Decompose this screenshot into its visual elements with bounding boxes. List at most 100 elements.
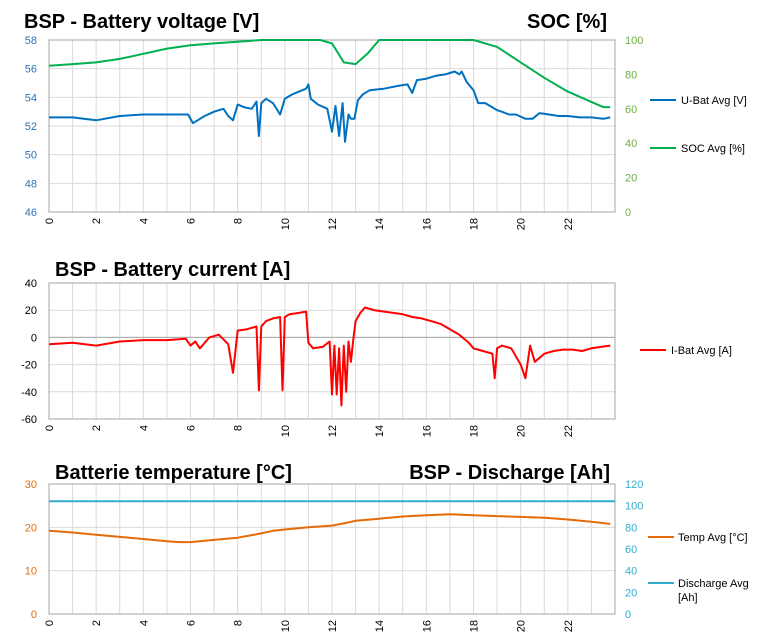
voltage-y2-tick-label: 0 <box>625 207 631 219</box>
discharge-chart-title: BSP - Discharge [Ah] <box>409 462 610 484</box>
voltage-x-tick-label: 0 <box>44 218 56 224</box>
voltage-x-tick-label: 2 <box>91 218 103 224</box>
current-x-tick-label: 4 <box>138 425 150 431</box>
battery-temperature-chart: Batterie temperature [°C] BSP - Discharg… <box>25 462 749 632</box>
current-y-tick-label: 40 <box>25 278 37 290</box>
current-x-tick-label: 18 <box>469 425 481 437</box>
temperature-y-tick-label: 30 <box>25 479 37 491</box>
voltage-x-tick-label: 8 <box>233 218 245 224</box>
current-chart-title: BSP - Battery current [A] <box>55 259 290 281</box>
current-series-line-0 <box>48 306 611 407</box>
current-x-tick-label: 14 <box>374 425 386 437</box>
current-y-tick-label: 20 <box>25 305 37 317</box>
temperature-y-tick-label: 0 <box>31 609 37 621</box>
voltage-series-line-1 <box>48 39 611 109</box>
temperature-y-tick-label: 20 <box>25 522 37 534</box>
soc-y-axis: 0 20 40 60 80 100 <box>625 35 643 219</box>
battery-current-chart: BSP - Battery current [A] -60 -40 -20 0 20 40… <box>21 259 732 437</box>
current-x-tick-label: 22 <box>563 425 575 437</box>
current-chart-series <box>48 306 611 407</box>
voltage-x-tick-label: 6 <box>186 218 198 224</box>
voltage-x-tick-label: 16 <box>421 218 433 230</box>
voltage-x-tick-label: 10 <box>280 218 292 230</box>
temperature-x-tick-label: 14 <box>374 620 386 632</box>
temperature-x-axis: 0 2 4 6 8 10 12 14 16 18 20 22 <box>44 620 575 632</box>
legend-label-soc: SOC Avg [%] <box>681 143 745 155</box>
voltage-series-line-0 <box>49 70 611 143</box>
current-x-axis: 0 2 4 6 8 10 12 14 16 18 20 22 <box>44 425 575 437</box>
battery-voltage-chart: BSP - Battery voltage [V] SOC [%] 464850… <box>24 11 747 230</box>
current-x-tick-label: 20 <box>516 425 528 437</box>
voltage-y-tick-label: 50 <box>25 150 37 162</box>
voltage-plot-area <box>48 39 616 213</box>
voltage-x-tick-label: 20 <box>516 218 528 230</box>
discharge-y-axis: 0 20 40 60 80 100 120 <box>625 479 643 621</box>
temperature-y2-tick-label: 20 <box>625 587 637 599</box>
temperature-y2-tick-label: 0 <box>625 609 631 621</box>
voltage-x-tick-label: 12 <box>327 218 339 230</box>
current-x-tick-label: 6 <box>186 425 198 431</box>
current-x-tick-label: 10 <box>280 425 292 437</box>
voltage-y2-tick-label: 60 <box>625 104 637 116</box>
current-y-tick-label: -60 <box>21 414 37 426</box>
temperature-x-tick-label: 4 <box>138 620 150 626</box>
temperature-x-tick-label: 8 <box>233 620 245 626</box>
temperature-series-line-0 <box>48 513 611 544</box>
temperature-chart-grid <box>49 483 615 615</box>
voltage-x-tick-label: 14 <box>374 218 386 230</box>
voltage-chart-title: BSP - Battery voltage [V] <box>24 11 259 33</box>
legend-label-discharge: Discharge Avg [Ah] <box>678 578 749 604</box>
temperature-x-tick-label: 10 <box>280 620 292 632</box>
temperature-chart-title: Batterie temperature [°C] <box>55 462 292 484</box>
voltage-y-axis: 46 48 50 52 54 56 58 <box>25 35 37 219</box>
temperature-x-tick-label: 18 <box>469 620 481 632</box>
voltage-y-tick-label: 48 <box>25 178 37 190</box>
current-x-tick-label: 8 <box>233 425 245 431</box>
current-x-tick-label: 16 <box>421 425 433 437</box>
voltage-y-tick-label: 46 <box>25 207 37 219</box>
voltage-y-tick-label: 56 <box>25 64 37 76</box>
voltage-chart-series <box>48 39 611 143</box>
current-y-axis: -60 -40 -20 0 20 40 <box>21 278 37 426</box>
voltage-x-tick-label: 18 <box>469 218 481 230</box>
legend-label-i-bat: I-Bat Avg [A] <box>671 345 732 357</box>
voltage-y-tick-label: 52 <box>25 121 37 133</box>
temperature-y2-tick-label: 40 <box>625 566 637 578</box>
temperature-x-tick-label: 2 <box>91 620 103 626</box>
current-x-tick-label: 12 <box>327 425 339 437</box>
current-plot-area <box>48 282 616 420</box>
current-y-tick-label: -20 <box>21 360 37 372</box>
temperature-y-tick-label: 10 <box>25 566 37 578</box>
current-x-tick-label: 2 <box>91 425 103 431</box>
voltage-y2-tick-label: 80 <box>625 69 637 81</box>
temperature-y2-tick-label: 80 <box>625 522 637 534</box>
temperature-x-tick-label: 20 <box>516 620 528 632</box>
current-legend: I-Bat Avg [A] <box>640 345 732 357</box>
temperature-y2-tick-label: 60 <box>625 544 637 556</box>
temperature-y2-tick-label: 100 <box>625 501 643 513</box>
temperature-plot-area <box>48 483 616 615</box>
voltage-y2-tick-label: 40 <box>625 138 637 150</box>
voltage-chart-grid <box>49 39 615 213</box>
temperature-x-tick-label: 0 <box>44 620 56 626</box>
temperature-x-tick-label: 16 <box>421 620 433 632</box>
temperature-chart-series <box>48 500 615 544</box>
voltage-legend: U-Bat Avg [V] SOC Avg [%] <box>650 95 747 155</box>
temperature-legend: Temp Avg [°C] Discharge Avg [Ah] <box>648 532 749 604</box>
soc-chart-title: SOC [%] <box>527 11 607 33</box>
voltage-x-axis: 0 2 4 6 8 10 12 14 16 18 20 22 <box>44 218 575 230</box>
current-y-tick-label: 0 <box>31 332 37 344</box>
voltage-x-tick-label: 22 <box>563 218 575 230</box>
temperature-y2-tick-label: 120 <box>625 479 643 491</box>
legend-label-temp: Temp Avg [°C] <box>678 532 748 544</box>
voltage-y2-tick-label: 20 <box>625 173 637 185</box>
voltage-y-tick-label: 58 <box>25 35 37 47</box>
temperature-x-tick-label: 6 <box>186 620 198 626</box>
legend-label-u-bat: U-Bat Avg [V] <box>681 95 747 107</box>
voltage-x-tick-label: 4 <box>138 218 150 224</box>
temperature-x-tick-label: 12 <box>327 620 339 632</box>
temperature-x-tick-label: 22 <box>563 620 575 632</box>
current-y-tick-label: -40 <box>21 387 37 399</box>
voltage-y2-tick-label: 100 <box>625 35 643 47</box>
